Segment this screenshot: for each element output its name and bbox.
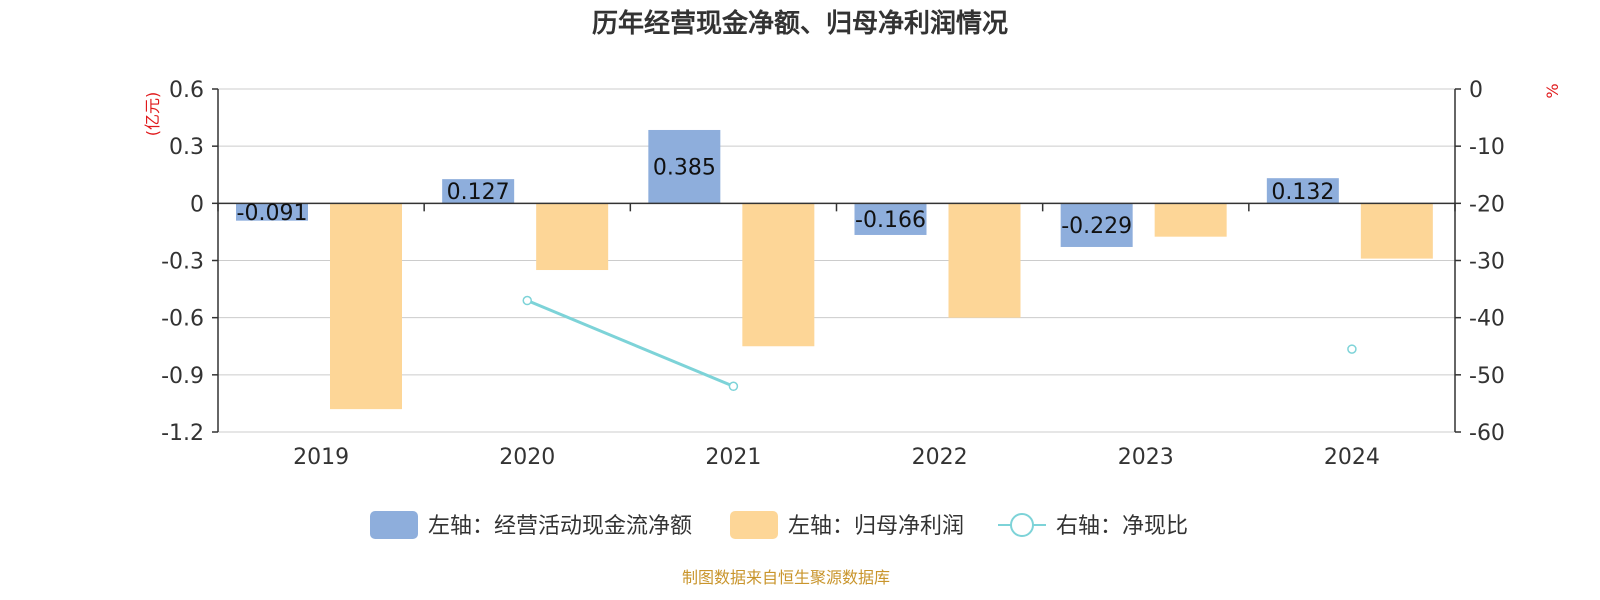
x-axis-tick-label: 2021 [705, 445, 761, 470]
legend-swatch-cashflow [370, 511, 418, 539]
x-axis-tick-label: 2023 [1118, 445, 1174, 470]
data-labels: -0.091 0.127 0.385 -0.166 -0.229 0.132 [237, 156, 1335, 240]
legend: 左轴：经营活动现金流净额 左轴：归母净利润 右轴：净现比 [370, 511, 1188, 539]
left-axis-tick-label: 0 [190, 192, 204, 217]
cashflow-data-label: 0.132 [1271, 180, 1334, 205]
right-axis-unit: % [1543, 83, 1562, 98]
right-axis-tick-label: -20 [1469, 192, 1505, 217]
net-cash-ratio-point [728, 381, 739, 392]
cashflow-bar [236, 203, 308, 221]
profit-bar [330, 203, 402, 410]
profit-bar [948, 203, 1021, 318]
right-axis-tick-label: -30 [1469, 250, 1505, 275]
left-axis-unit: (亿元) [143, 92, 162, 137]
cashflow-bar [854, 203, 927, 235]
net-cash-ratio-point [1347, 344, 1357, 354]
cashflow-data-label: 0.127 [447, 180, 510, 205]
profit-bar [1154, 203, 1227, 237]
x-axis-tick-label: 2019 [293, 445, 349, 470]
left-axis-tick-label: -0.9 [161, 364, 204, 389]
chart-title: 历年经营现金净额、归母净利润情况 [592, 8, 1008, 39]
profit-bar [1360, 203, 1433, 259]
x-axis-tick-label: 2024 [1324, 445, 1380, 470]
legend-swatch-ratio-marker [1010, 513, 1034, 537]
right-axis-tick-label: -50 [1469, 364, 1505, 389]
cashflow-bar [442, 179, 515, 204]
cashflow-data-label: -0.229 [1061, 214, 1132, 239]
legend-swatch-profit [730, 511, 778, 539]
legend-label-cashflow: 左轴：经营活动现金流净额 [428, 514, 692, 539]
cashflow-bar [1060, 203, 1133, 247]
legend-label-ratio: 右轴：净现比 [1056, 514, 1188, 539]
cashflow-data-label: -0.091 [237, 201, 308, 226]
net-cash-ratio-point [522, 295, 532, 306]
legend-label-profit: 左轴：归母净利润 [788, 514, 964, 539]
cashflow-bar [1266, 178, 1339, 204]
cashflow-data-label: -0.166 [855, 208, 926, 233]
source-note: 制图数据来自恒生聚源数据库 [682, 568, 890, 587]
grid-lines [218, 88, 1455, 433]
bar-series [236, 129, 1433, 410]
left-axis-tick-label: -0.3 [161, 250, 204, 275]
cashflow-data-label: 0.385 [653, 156, 716, 181]
right-axis-tick-label: 0 [1469, 78, 1483, 103]
profit-bar [536, 203, 609, 271]
x-axis-tick-label: 2022 [912, 445, 968, 470]
left-axis-tick-label: -1.2 [161, 421, 204, 446]
net-cash-ratio-line [526, 299, 734, 388]
profit-bar [742, 203, 815, 347]
left-axis-tick-label: 0.3 [169, 135, 204, 160]
right-axis-tick-label: -60 [1469, 421, 1505, 446]
cashflow-bar [648, 129, 721, 204]
line-series [522, 295, 1357, 392]
right-axis-tick-label: -10 [1469, 135, 1505, 160]
right-axis-tick-label: -40 [1469, 307, 1505, 332]
axes: 0.6 0.3 0 -0.3 -0.6 -0.9 -1.2 0 -10 -20 -30 -40 -50 -… [161, 78, 1505, 470]
x-axis-tick-label: 2020 [499, 445, 555, 470]
left-axis-tick-label: 0.6 [169, 78, 204, 103]
left-axis-tick-label: -0.6 [161, 307, 204, 332]
